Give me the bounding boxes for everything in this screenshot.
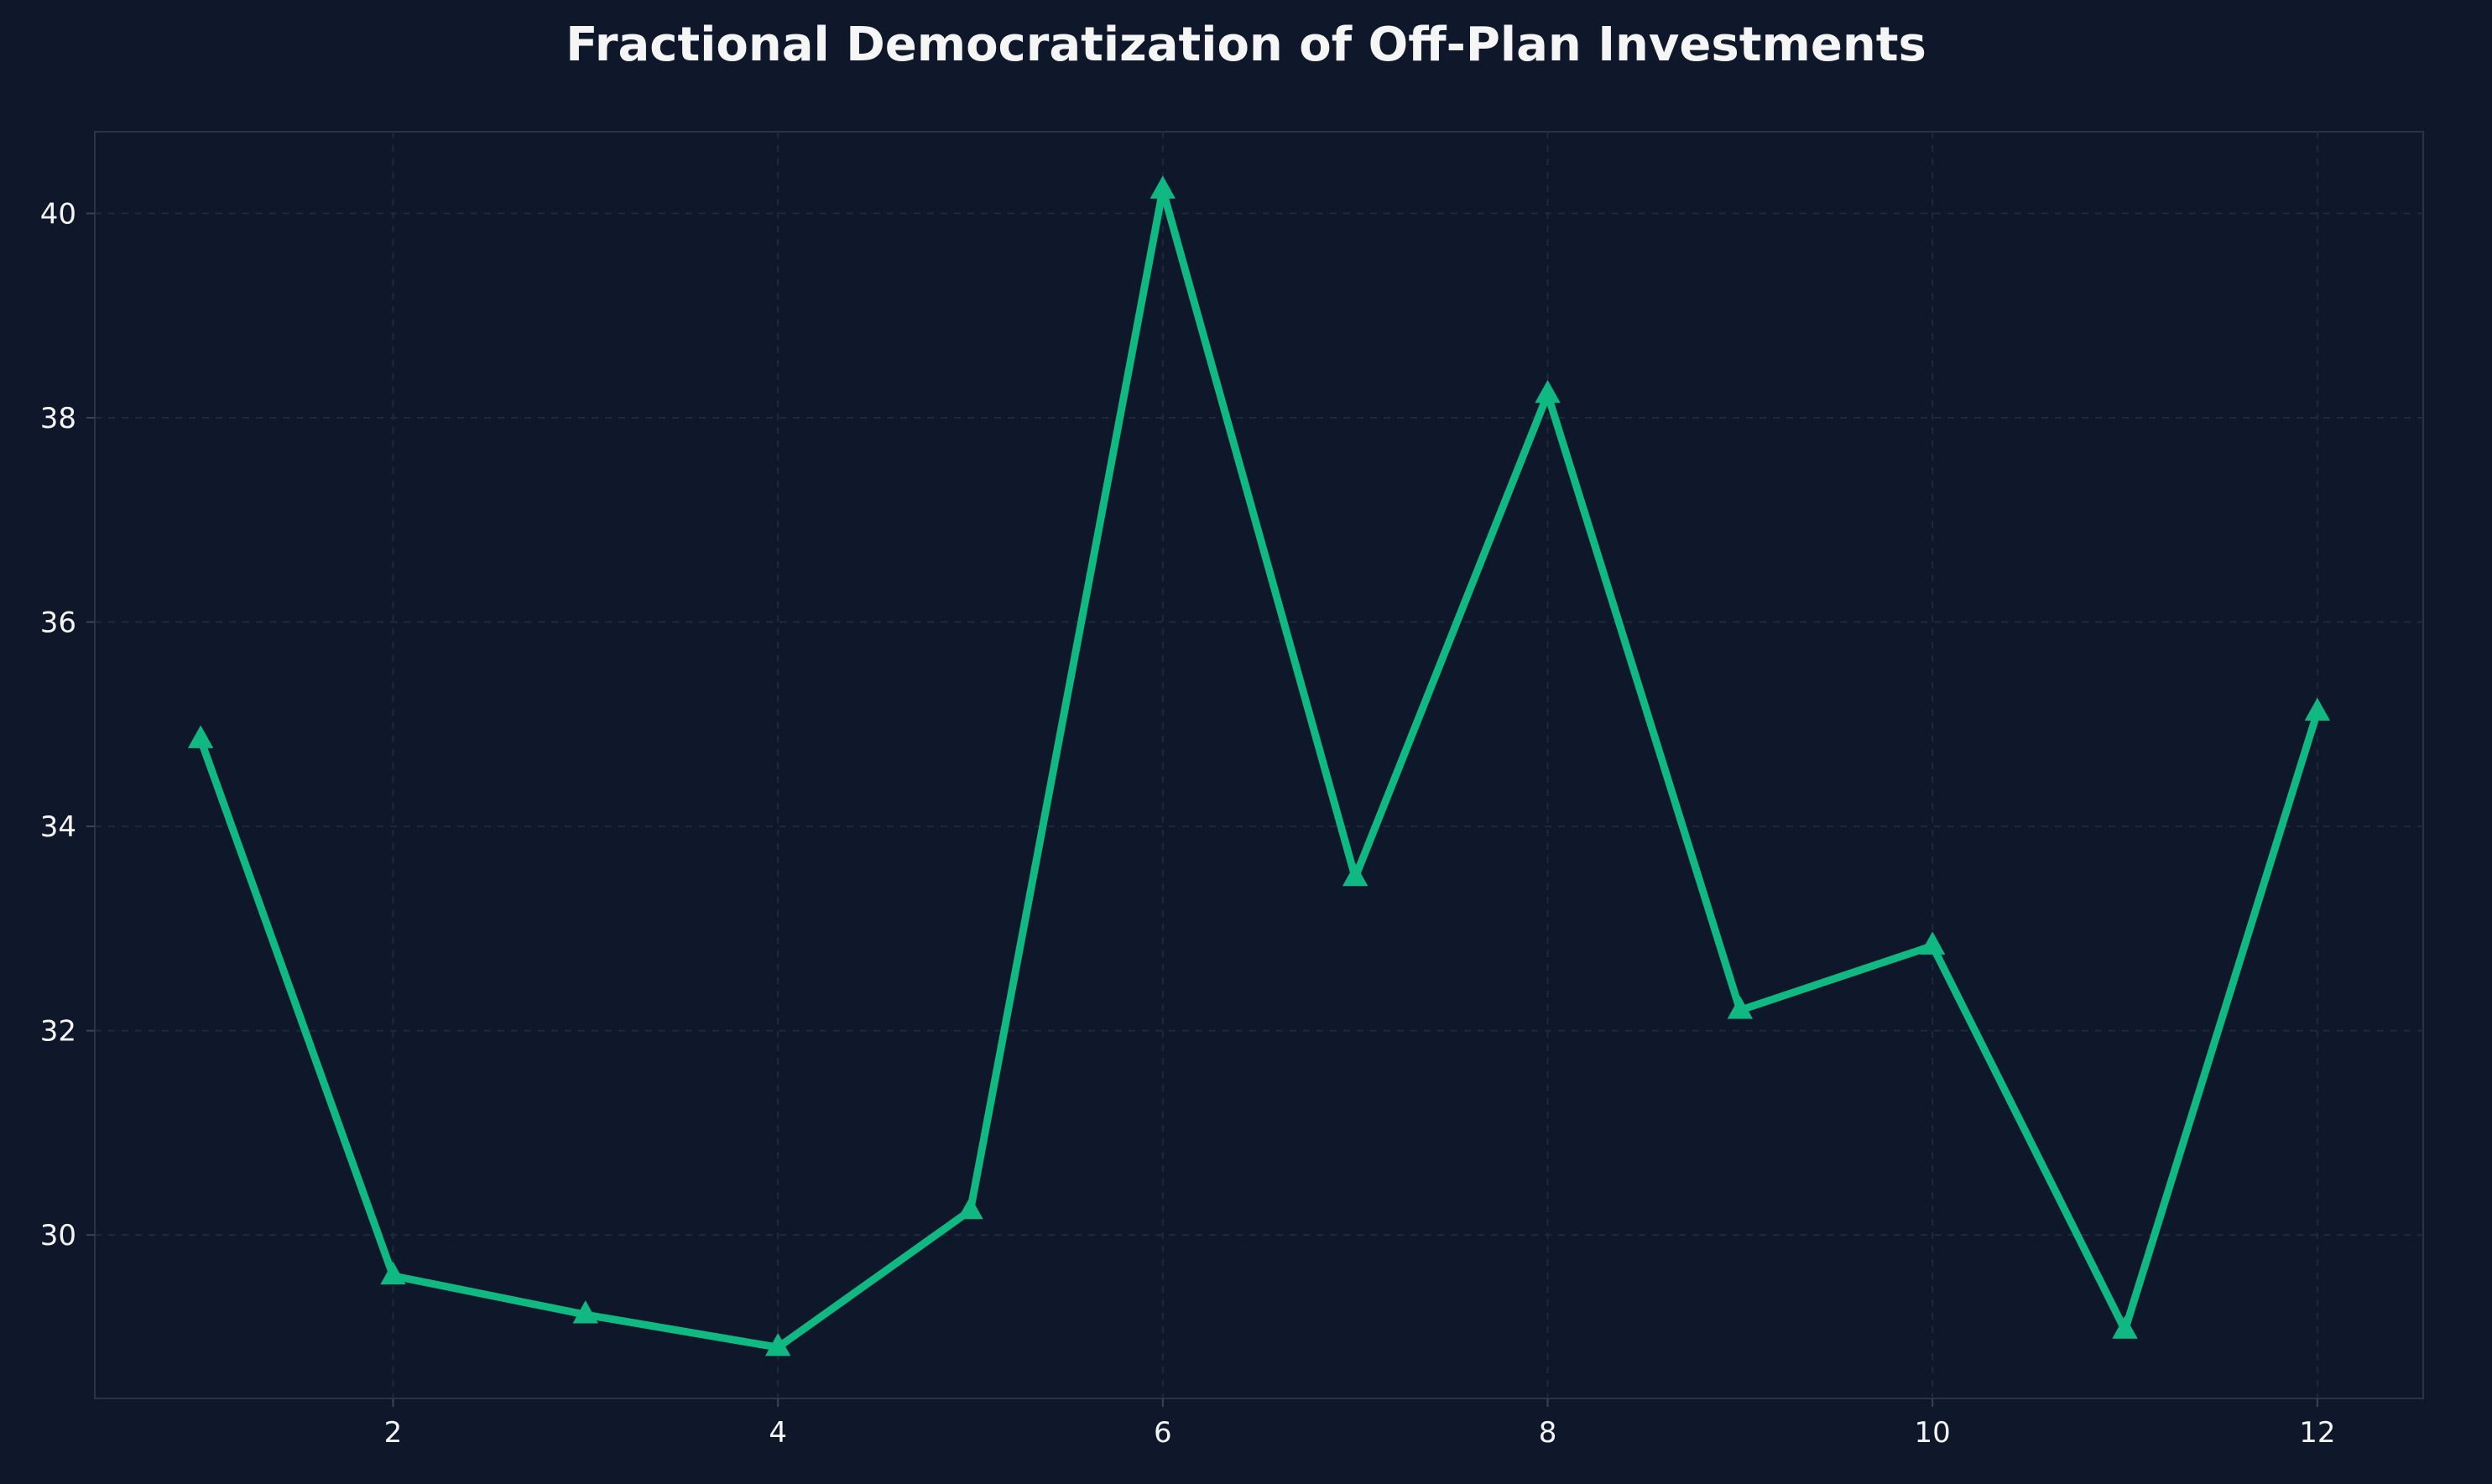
data-point-marker <box>1342 862 1369 887</box>
y-tick-label: 38 <box>40 402 76 435</box>
data-point-marker <box>572 1300 599 1324</box>
chart-title: Fractional Democratization of Off-Plan I… <box>566 18 1926 72</box>
x-tick-label: 10 <box>1915 1416 1951 1450</box>
data-point-marker <box>1535 379 1561 404</box>
data-point-marker <box>1919 931 1946 955</box>
data-series <box>187 175 2331 1356</box>
x-tick-label: 12 <box>2299 1416 2335 1450</box>
y-tick-label: 40 <box>40 197 76 231</box>
data-point-marker <box>2304 697 2331 721</box>
x-tick-label: 6 <box>1154 1416 1172 1450</box>
data-point-marker <box>957 1195 983 1220</box>
y-tick-label: 30 <box>40 1219 76 1252</box>
series-line <box>196 185 2322 1351</box>
x-tick-label: 2 <box>384 1416 403 1450</box>
data-point-marker <box>187 725 214 748</box>
axis-ticks: 2 4 6 8 10 12 30 32 34 36 38 40 <box>40 197 2336 1450</box>
data-point-marker <box>380 1261 406 1285</box>
data-point-marker <box>1727 996 1754 1019</box>
data-point-marker <box>2112 1315 2138 1339</box>
y-tick-label: 32 <box>40 1015 76 1049</box>
data-point-marker <box>1150 175 1176 199</box>
data-point-marker <box>764 1333 791 1356</box>
plot-area: 2 4 6 8 10 12 30 32 34 36 38 40 <box>40 131 2424 1450</box>
y-tick-label: 36 <box>40 607 76 640</box>
x-tick-label: 4 <box>769 1416 787 1450</box>
x-tick-label: 8 <box>1539 1416 1557 1450</box>
y-tick-label: 34 <box>40 810 76 844</box>
axes-frame <box>94 131 2424 1399</box>
grid-lines <box>95 132 2423 1398</box>
